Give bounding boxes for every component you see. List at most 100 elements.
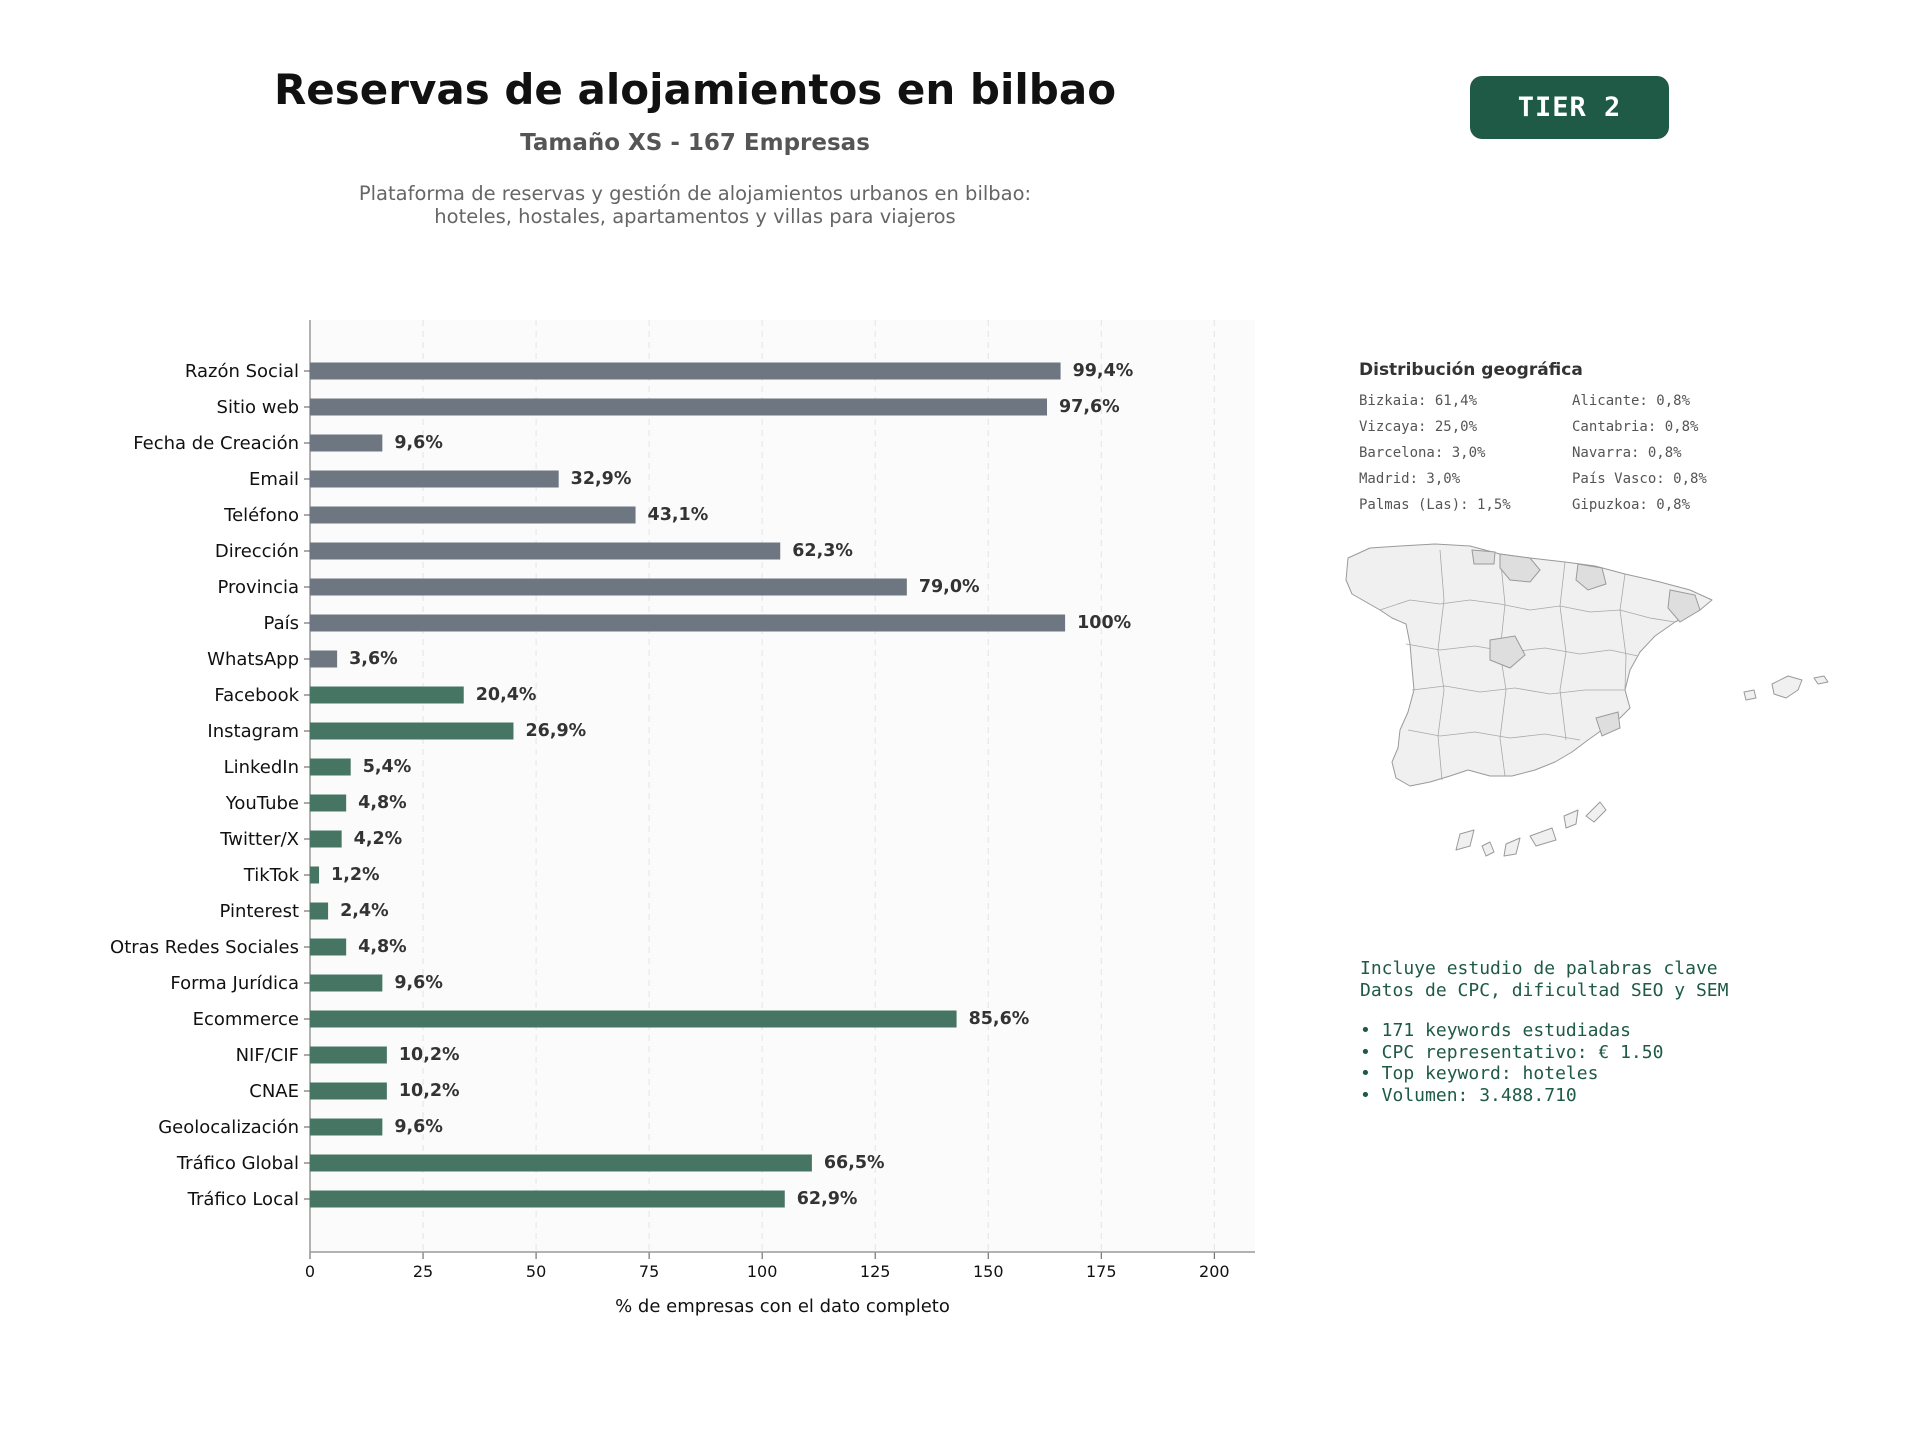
bar — [310, 614, 1066, 632]
tier-badge: TIER 2 — [1470, 76, 1669, 139]
data-label: 100% — [1077, 613, 1131, 633]
x-tick-label: 200 — [1199, 1262, 1230, 1281]
x-tick-label: 50 — [526, 1262, 546, 1281]
bar — [310, 902, 329, 920]
category-label: LinkedIn — [224, 757, 299, 778]
spain-map — [1345, 543, 1829, 857]
keywords-bullet: • Volumen: 3.488.710 — [1360, 1084, 1577, 1106]
bar — [310, 1118, 383, 1136]
category-label: Instagram — [207, 721, 299, 742]
bar — [310, 758, 351, 776]
category-label: Tráfico Local — [187, 1189, 299, 1210]
bar — [310, 1154, 812, 1172]
canary-islands — [1503, 837, 1521, 857]
category-label: Twitter/X — [219, 829, 299, 850]
highlight-region-cantabria — [1471, 549, 1496, 565]
geo-distribution-panel: Distribución geográfica Bizkaia: 61,4% A… — [1359, 360, 1879, 514]
x-tick-label: 150 — [973, 1262, 1004, 1281]
category-label: Teléfono — [223, 505, 299, 526]
data-label: 99,4% — [1073, 361, 1134, 381]
bar — [310, 1190, 785, 1208]
data-label: 4,2% — [354, 829, 403, 849]
geo-item: Madrid: 3,0% — [1359, 471, 1461, 487]
data-label: 4,8% — [358, 937, 407, 957]
geo-title: Distribución geográfica — [1359, 360, 1583, 380]
balearic-islands — [1771, 675, 1803, 699]
canary-islands — [1585, 801, 1607, 823]
keywords-bullet: • 171 keywords estudiadas — [1360, 1020, 1631, 1041]
bar — [310, 794, 347, 812]
data-label: 9,6% — [394, 433, 443, 453]
highlight-region-barcelona — [1667, 589, 1701, 623]
bar — [310, 542, 781, 560]
category-label: Ecommerce — [193, 1009, 299, 1030]
balearic-islands — [1813, 675, 1829, 685]
bar — [310, 362, 1061, 380]
data-label: 62,3% — [792, 541, 853, 561]
highlight-region-bizkaia — [1499, 553, 1541, 583]
data-label: 10,2% — [399, 1045, 460, 1065]
canary-islands — [1455, 829, 1475, 851]
data-label: 62,9% — [797, 1189, 858, 1209]
category-label: Facebook — [214, 685, 299, 706]
geo-item: Barcelona: 3,0% — [1359, 445, 1486, 461]
bar — [310, 1010, 957, 1028]
canary-islands — [1481, 841, 1495, 857]
geo-list: Bizkaia: 61,4% Alicante: 0,8% Vizcaya: 2… — [1359, 392, 1879, 514]
data-label: 10,2% — [399, 1081, 460, 1101]
page-title: Reservas de alojamientos en bilbao — [273, 65, 1117, 114]
geo-item: Vizcaya: 25,0% — [1359, 419, 1478, 435]
data-label: 26,9% — [525, 721, 586, 741]
bar — [310, 1046, 387, 1064]
data-label: 9,6% — [394, 1117, 443, 1137]
category-label: Otras Redes Sociales — [110, 937, 299, 958]
geo-item: Navarra: 0,8% — [1572, 445, 1682, 461]
bar — [310, 650, 338, 668]
category-label: Razón Social — [185, 361, 299, 382]
page-description: Plataforma de reservas y gestión de aloj… — [358, 182, 1032, 228]
canary-islands — [1529, 827, 1557, 847]
category-label: CNAE — [249, 1081, 299, 1102]
x-tick-label: 175 — [1086, 1262, 1117, 1281]
bar — [310, 434, 383, 452]
category-label: WhatsApp — [207, 649, 299, 670]
data-label: 32,9% — [571, 469, 632, 489]
category-label: TikTok — [243, 865, 300, 886]
category-label: YouTube — [225, 793, 299, 814]
keywords-bullet: • Top keyword: hoteles — [1360, 1063, 1599, 1084]
bar — [310, 578, 907, 596]
x-tick-label: 125 — [860, 1262, 891, 1281]
highlight-region-alicante — [1595, 711, 1621, 737]
category-label: Geolocalización — [158, 1117, 299, 1138]
category-label: Pinterest — [219, 901, 299, 922]
category-label: Dirección — [215, 541, 299, 562]
keywords-intro: Datos de CPC, dificultad SEO y SEM — [1360, 979, 1729, 1001]
data-label: 20,4% — [476, 685, 537, 705]
plot-background — [310, 320, 1255, 1252]
category-label: Sitio web — [217, 397, 299, 418]
x-axis-label: % de empresas con el dato completo — [615, 1296, 950, 1317]
bar — [310, 866, 320, 884]
geo-item: Palmas (Las): 1,5% — [1359, 497, 1511, 513]
x-tick-label: 100 — [747, 1262, 778, 1281]
category-label: Provincia — [217, 577, 299, 598]
data-label: 79,0% — [919, 577, 980, 597]
bar — [310, 722, 514, 740]
category-label: Tráfico Global — [176, 1153, 299, 1174]
category-label: Forma Jurídica — [170, 973, 299, 994]
data-label: 5,4% — [363, 757, 412, 777]
x-tick-label: 25 — [413, 1262, 433, 1281]
data-label: 4,8% — [358, 793, 407, 813]
geo-item: País Vasco: 0,8% — [1572, 471, 1707, 487]
keywords-intro: Incluye estudio de palabras clave — [1360, 958, 1718, 979]
data-label: 43,1% — [648, 505, 709, 525]
header: Reservas de alojamientos en bilbao Tamañ… — [200, 60, 1190, 228]
data-label: 85,6% — [969, 1009, 1030, 1029]
bar — [310, 398, 1048, 416]
category-label: NIF/CIF — [236, 1045, 299, 1066]
bar — [310, 686, 464, 704]
geo-item: Cantabria: 0,8% — [1572, 419, 1699, 435]
highlight-region-navarra — [1575, 563, 1607, 591]
geo-item: Bizkaia: 61,4% — [1359, 393, 1478, 409]
keywords-bullet: • CPC representativo: € 1.50 — [1360, 1041, 1664, 1063]
